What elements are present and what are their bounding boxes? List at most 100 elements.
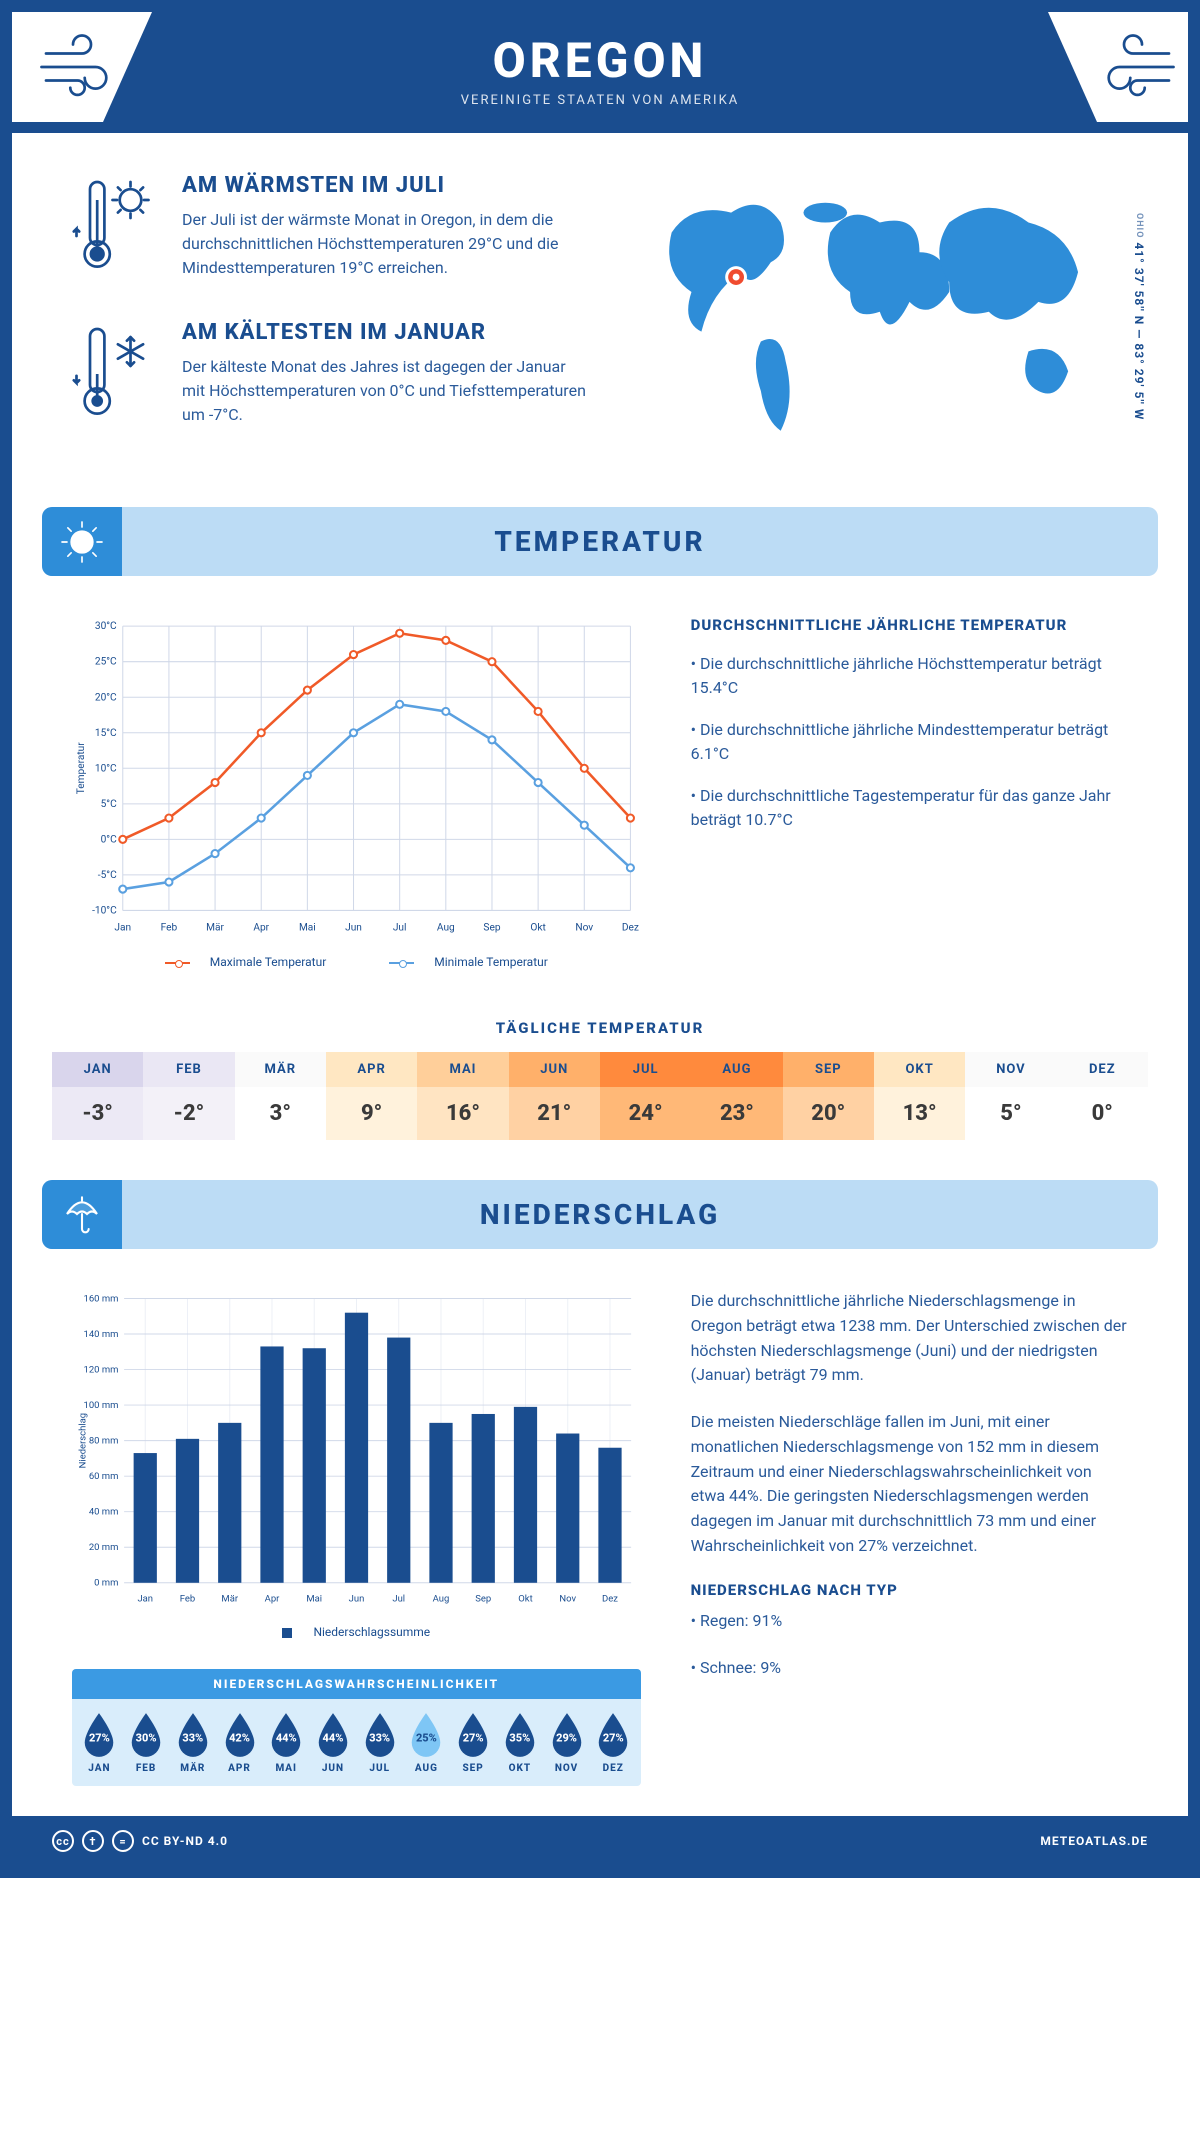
fact-warmest: AM WÄRMSTEN IM JULI Der Juli ist der wär… [72,173,592,285]
svg-text:Mai: Mai [306,1594,322,1605]
raindrop-icon: 44% [314,1711,352,1759]
daily-cell: DEZ0° [1057,1052,1148,1140]
svg-text:Apr: Apr [253,923,269,934]
svg-text:Sep: Sep [475,1594,491,1605]
raindrop-icon: 42% [221,1711,259,1759]
svg-text:5°C: 5°C [101,799,117,810]
raindrop-icon: 25% [407,1711,445,1759]
license-badge: cc † = CC BY-ND 4.0 [52,1830,228,1852]
prob-cell: 44%MAI [263,1711,310,1774]
temp-chart-legend: Maximale Temperatur Minimale Temperatur [72,955,641,969]
fact-warm-text: Der Juli ist der wärmste Monat in Oregon… [182,208,592,280]
svg-text:Aug: Aug [433,1594,450,1605]
section-header-temperature: TEMPERATUR [42,507,1158,576]
svg-text:Sep: Sep [483,923,500,934]
raindrop-icon: 29% [548,1711,586,1759]
svg-text:30°C: 30°C [95,621,117,632]
daily-temp-title: TÄGLICHE TEMPERATUR [12,1019,1188,1037]
svg-text:0 mm: 0 mm [94,1578,118,1589]
svg-text:Nov: Nov [575,923,593,934]
temp-bullet-3: • Die durchschnittliche Tagestemperatur … [691,784,1128,832]
temp-bullet-2: • Die durchschnittliche jährliche Mindes… [691,718,1128,766]
temp-summary-title: DURCHSCHNITTLICHE JÄHRLICHE TEMPERATUR [691,616,1128,634]
intro-section: AM WÄRMSTEN IM JULI Der Juli ist der wär… [12,133,1188,487]
nd-icon: = [112,1830,134,1852]
svg-text:140 mm: 140 mm [84,1329,119,1340]
precip-type-rain: • Regen: 91% [691,1609,1128,1634]
daily-temp-grid: JAN-3°FEB-2°MÄR3°APR9°MAI16°JUN21°JUL24°… [52,1052,1148,1140]
svg-text:Aug: Aug [437,923,455,934]
daily-cell: JUN21° [509,1052,600,1140]
svg-text:10°C: 10°C [95,763,117,774]
temp-bullet-1: • Die durchschnittliche jährliche Höchst… [691,652,1128,700]
page-header: OREGON VEREINIGTE STAATEN VON AMERIKA [12,12,1188,133]
svg-text:Dez: Dez [602,1594,618,1605]
daily-cell: MÄR3° [235,1052,326,1140]
temperature-line-chart: -10°C-5°C0°C5°C10°C15°C20°C25°C30°CJanFe… [72,616,641,969]
svg-text:Jul: Jul [393,923,407,934]
svg-text:Temperatur: Temperatur [76,742,87,795]
prob-cell: 25%AUG [403,1711,450,1774]
svg-text:80 mm: 80 mm [89,1435,119,1446]
daily-cell: NOV5° [965,1052,1056,1140]
prob-cell: 27%SEP [450,1711,497,1774]
daily-cell: MAI16° [417,1052,508,1140]
precip-type-title: NIEDERSCHLAG NACH TYP [691,1581,1128,1599]
temperature-summary: DURCHSCHNITTLICHE JÄHRLICHE TEMPERATUR •… [691,616,1128,969]
svg-text:Dez: Dez [622,923,639,934]
page-subtitle: VEREINIGTE STAATEN VON AMERIKA [12,93,1188,108]
precipitation-bar-chart: 0 mm20 mm40 mm60 mm80 mm100 mm120 mm140 … [72,1289,641,1639]
svg-text:Jan: Jan [114,923,131,934]
prob-cell: 44%JUN [310,1711,357,1774]
svg-text:Okt: Okt [518,1594,532,1605]
svg-text:Apr: Apr [265,1594,280,1605]
raindrop-icon: 33% [174,1711,212,1759]
fact-cold-text: Der kälteste Monat des Jahres ist dagege… [182,355,592,427]
by-icon: † [82,1830,104,1852]
precipitation-probability-box: NIEDERSCHLAGSWAHRSCHEINLICHKEIT 27%JAN 3… [72,1669,641,1786]
raindrop-icon: 35% [501,1711,539,1759]
prob-cell: 42%APR [216,1711,263,1774]
svg-text:20 mm: 20 mm [89,1542,119,1553]
svg-text:15°C: 15°C [95,728,117,739]
cc-icon: cc [52,1830,74,1852]
fact-warm-title: AM WÄRMSTEN IM JULI [182,173,592,198]
raindrop-icon: 33% [361,1711,399,1759]
svg-text:Jan: Jan [137,1594,153,1605]
precip-para-2: Die meisten Niederschläge fallen im Juni… [691,1410,1128,1559]
daily-cell: AUG23° [691,1052,782,1140]
svg-text:Jun: Jun [349,1594,365,1605]
raindrop-icon: 30% [127,1711,165,1759]
umbrella-icon [42,1180,122,1249]
svg-text:25°C: 25°C [95,657,117,668]
precipitation-summary: Die durchschnittliche jährliche Niedersc… [691,1289,1128,1786]
svg-text:Mär: Mär [221,1594,238,1605]
page-title: OREGON [12,32,1188,89]
fact-cold-title: AM KÄLTESTEN IM JANUAR [182,320,592,345]
prob-title: NIEDERSCHLAGSWAHRSCHEINLICHKEIT [72,1669,641,1699]
license-text: CC BY-ND 4.0 [142,1834,228,1848]
sun-icon [42,507,122,576]
daily-cell: JUL24° [600,1052,691,1140]
raindrop-icon: 27% [454,1711,492,1759]
raindrop-icon: 44% [267,1711,305,1759]
raindrop-icon: 27% [594,1711,632,1759]
daily-cell: OKT13° [874,1052,965,1140]
prob-cell: 33%JUL [356,1711,403,1774]
svg-text:Nov: Nov [559,1594,576,1605]
prob-cell: 27%JAN [76,1711,123,1774]
site-name: METEOATLAS.DE [1040,1834,1148,1848]
svg-text:Mai: Mai [299,923,316,934]
svg-text:Mär: Mär [206,923,224,934]
precip-type-snow: • Schnee: 9% [691,1656,1128,1681]
thermometer-snow-icon [72,320,162,432]
daily-cell: SEP20° [783,1052,874,1140]
prob-cell: 29%NOV [543,1711,590,1774]
svg-text:Jun: Jun [345,923,362,934]
prob-cell: 35%OKT [496,1711,543,1774]
infographic-page: OREGON VEREINIGTE STAATEN VON AMERIKA AM… [0,0,1200,1878]
fact-coldest: AM KÄLTESTEN IM JANUAR Der kälteste Mona… [72,320,592,432]
svg-text:100 mm: 100 mm [84,1400,119,1411]
svg-text:Feb: Feb [180,1594,195,1605]
precip-para-1: Die durchschnittliche jährliche Niedersc… [691,1289,1128,1388]
